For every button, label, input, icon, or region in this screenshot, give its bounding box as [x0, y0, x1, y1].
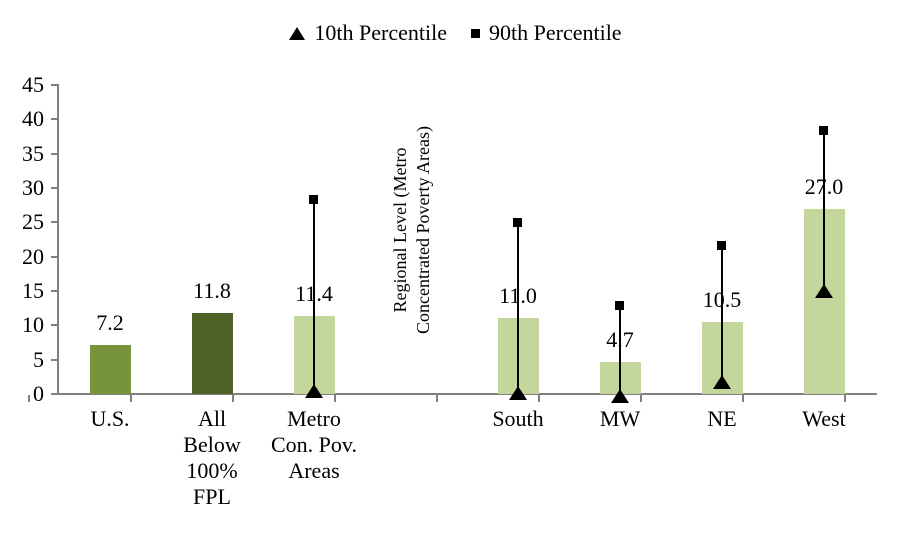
percentile-range-line: [517, 222, 519, 394]
y-axis-tick-label: 30: [22, 175, 44, 200]
p10-triangle-marker-icon: [509, 386, 527, 401]
y-axis-tick-label: 35: [22, 140, 44, 166]
p10-triangle-marker-icon: [713, 374, 731, 389]
p90-square-marker-icon: [513, 218, 522, 228]
y-axis-tick: [51, 393, 58, 395]
y-axis-tick: [51, 84, 58, 86]
p10-triangle-marker-icon: [611, 389, 629, 404]
p10-triangle-marker-icon: [815, 284, 833, 298]
x-axis-category-label: MW: [599, 406, 641, 431]
y-axis-tick: [51, 290, 58, 292]
x-axis-category-label: West: [802, 406, 846, 431]
y-axis-tick-label: 40: [22, 106, 44, 132]
bar-u-s-: [89, 344, 131, 394]
x-axis-tick: [843, 395, 846, 402]
x-axis-category-label: Metro Con. Pov. Areas: [271, 406, 357, 483]
y-axis-tick: [51, 187, 58, 189]
x-axis-category-label: NE: [707, 406, 737, 431]
p90-square-marker-icon: [819, 125, 828, 135]
y-axis-tick: [51, 358, 58, 361]
p10-triangle-marker-icon: [305, 384, 323, 399]
legend-label-90th-percentile: 90th Percentile: [489, 20, 622, 45]
bar-value-label: 11.8: [193, 277, 231, 303]
y-axis-tick: [51, 324, 58, 327]
percentile-range-line: [313, 198, 315, 392]
x-axis-tick: [129, 395, 132, 402]
y-axis-tick-label: 45: [22, 72, 44, 97]
bar-all: [191, 312, 233, 394]
x-axis-category-label: South: [492, 406, 544, 431]
x-axis-tick: [231, 395, 234, 402]
p90-square-marker-icon: [615, 300, 624, 310]
legend-item-90th-percentile: 90th Percentile: [471, 20, 622, 46]
x-axis-category-label: All Below 100% FPL: [183, 406, 241, 509]
x-axis-tick: [435, 395, 438, 402]
y-axis-tick-label: 20: [22, 243, 44, 269]
y-axis-tick-label: 25: [22, 209, 44, 235]
percentile-range-line: [823, 129, 825, 291]
y-axis-tick: [51, 221, 58, 224]
y-axis-tick-label: 5: [33, 346, 44, 372]
x-axis-tick: [537, 395, 540, 402]
bar-value-label: 7.2: [96, 309, 124, 335]
y-axis-tick: [51, 118, 58, 121]
y-axis-tick: [51, 152, 58, 155]
x-axis-tick: [333, 395, 336, 402]
legend-item-10th-percentile: 10th Percentile: [289, 20, 447, 46]
x-axis-tick: [639, 395, 642, 402]
square-marker-icon: [471, 28, 480, 38]
y-axis-tick-label: 15: [22, 278, 44, 303]
x-axis-line: [57, 393, 877, 395]
percentile-range-line: [619, 304, 621, 397]
x-axis-tick: [27, 395, 30, 402]
legend: 10th Percentile 90th Percentile: [0, 20, 897, 46]
x-axis-category-label: U.S.: [90, 406, 130, 431]
p90-square-marker-icon: [309, 194, 318, 204]
triangle-marker-icon: [289, 26, 306, 40]
x-axis-tick: [741, 395, 744, 402]
p90-square-marker-icon: [717, 240, 726, 250]
y-axis-line: [57, 84, 59, 395]
percentile-range-line: [721, 244, 723, 382]
inner-axis-label: Regional Level (Metro Concentrated Pover…: [390, 126, 433, 334]
y-axis-tick-label: 10: [22, 312, 44, 338]
legend-label-10th-percentile: 10th Percentile: [314, 20, 447, 45]
y-axis-tick: [51, 255, 58, 258]
y-axis-tick-label: 0: [33, 381, 44, 406]
